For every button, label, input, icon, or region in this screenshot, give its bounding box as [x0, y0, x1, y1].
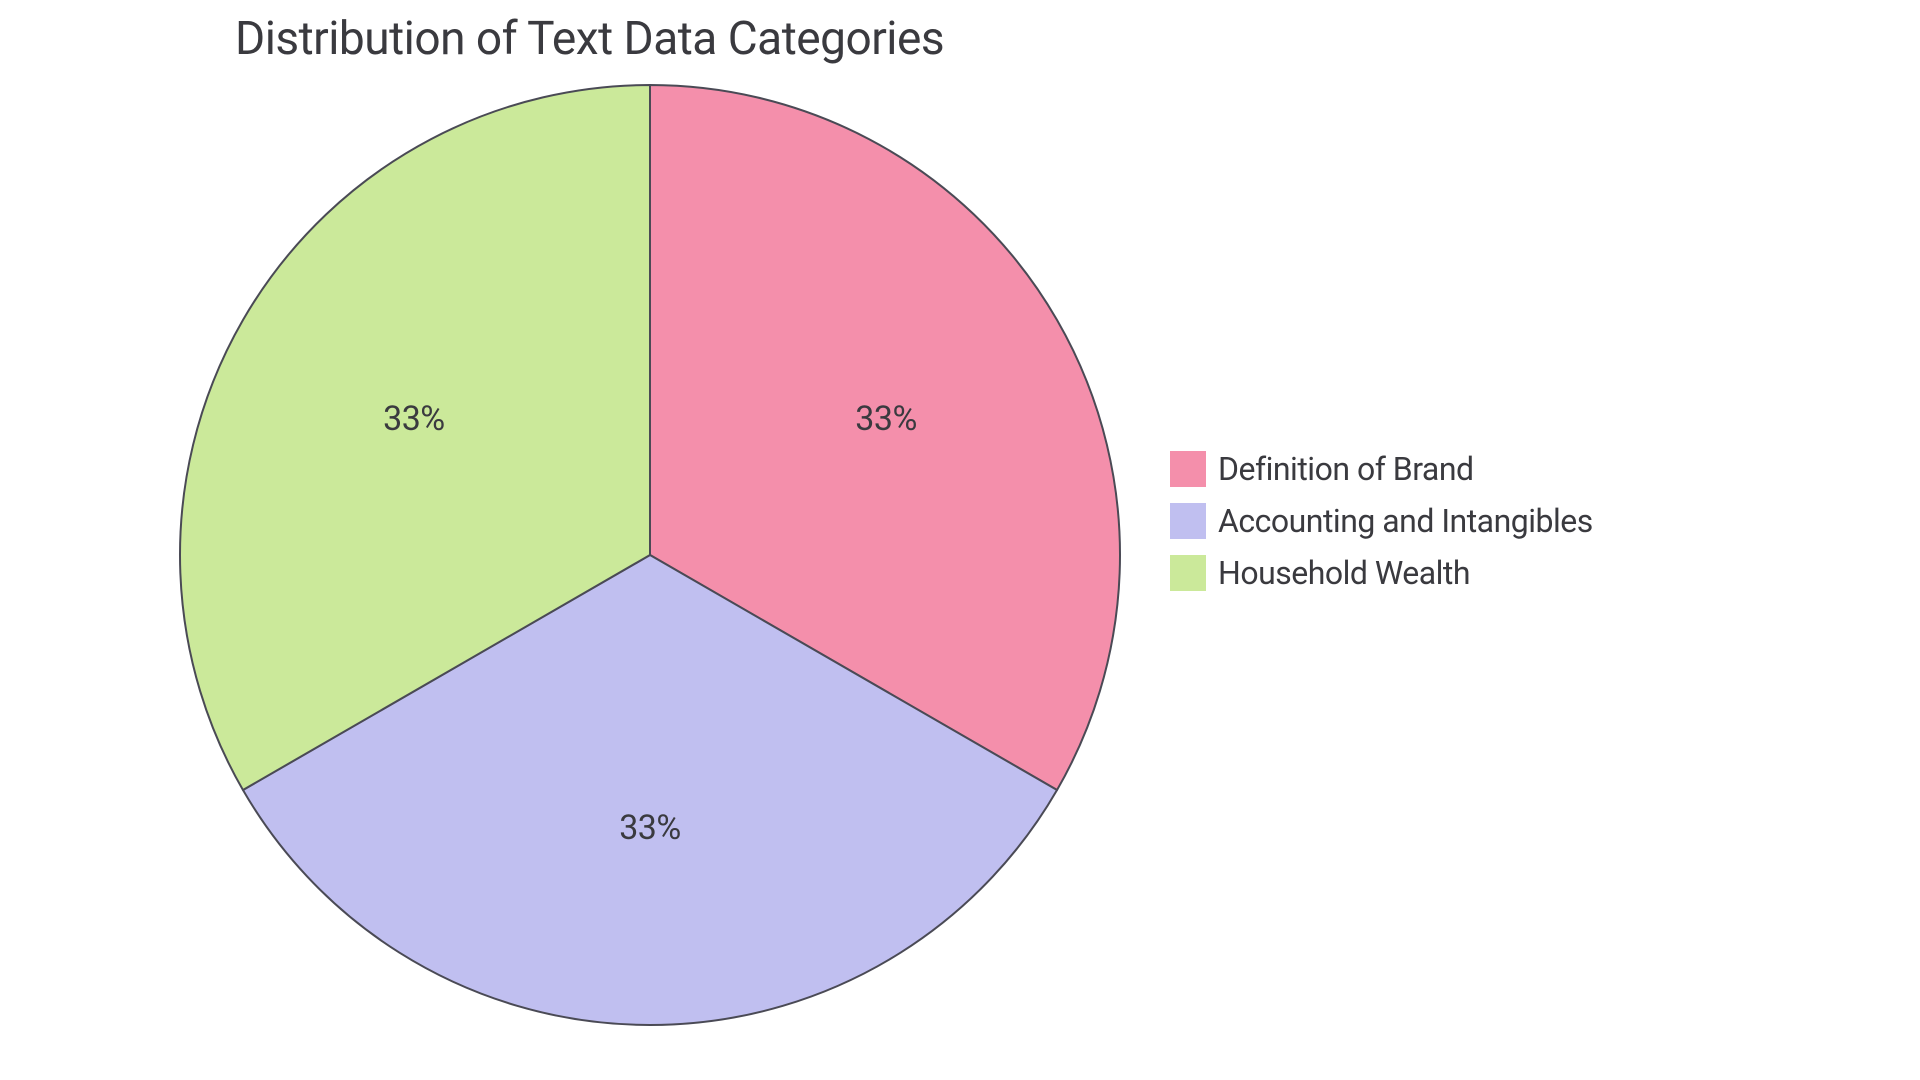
chart-container: Distribution of Text Data Categories 33%…: [0, 0, 1920, 1080]
legend-label: Definition of Brand: [1218, 450, 1474, 488]
legend-label: Accounting and Intangibles: [1218, 502, 1593, 540]
chart-title: Distribution of Text Data Categories: [235, 12, 944, 66]
legend-swatch: [1170, 555, 1206, 591]
legend: Definition of Brand Accounting and Intang…: [1170, 450, 1593, 592]
legend-label: Household Wealth: [1218, 554, 1470, 592]
legend-swatch: [1170, 503, 1206, 539]
legend-item: Accounting and Intangibles: [1170, 502, 1593, 540]
slice-percent-label: 33%: [855, 399, 917, 439]
legend-item: Definition of Brand: [1170, 450, 1593, 488]
legend-swatch: [1170, 451, 1206, 487]
legend-item: Household Wealth: [1170, 554, 1593, 592]
slice-percent-label: 33%: [383, 399, 445, 439]
slice-percent-label: 33%: [619, 808, 681, 848]
pie-chart: [170, 82, 1130, 1042]
